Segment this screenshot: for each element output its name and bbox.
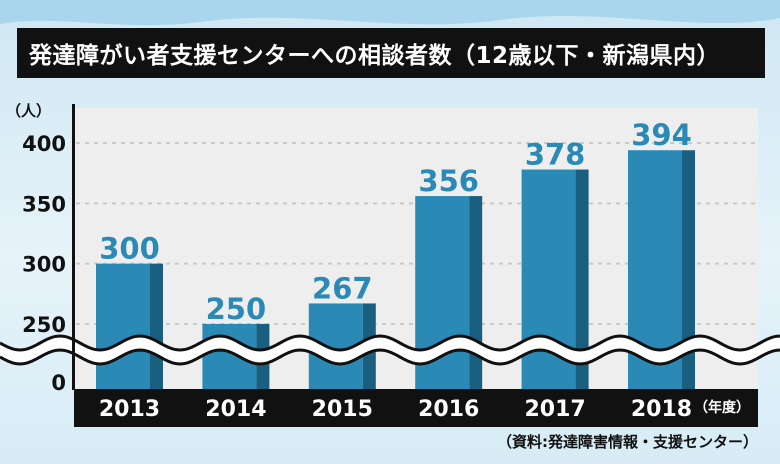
x-tick-label: 2017 (524, 397, 585, 422)
data-label: 300 (99, 232, 160, 266)
data-label: 356 (418, 164, 479, 198)
bar (96, 263, 150, 389)
axis-break-line (0, 348, 780, 366)
bar-side (682, 150, 695, 389)
y-tick-label: 400 (22, 132, 66, 156)
x-tick-label: 2015 (312, 397, 373, 422)
y-axis-ticks: 400 350 300 250 0 (22, 132, 66, 395)
axis-break-line (0, 334, 780, 352)
x-tick-label: 2016 (418, 397, 479, 422)
x-axis-unit: （年度） (694, 399, 750, 416)
background-wave (0, 0, 780, 26)
axis-break-band (0, 336, 780, 364)
data-label: 394 (631, 118, 692, 152)
bar-side (575, 169, 589, 389)
x-tick-label: 2013 (99, 397, 160, 422)
y-tick-label: 250 (22, 313, 66, 337)
data-label: 378 (525, 138, 586, 172)
y-tick-label: 350 (22, 192, 66, 216)
axis-break (0, 334, 780, 366)
source-note: （資料:発達障害情報・支援センター） (496, 433, 758, 451)
y-tick-label: 300 (22, 253, 66, 277)
data-labels: 300 250 267 356 378 394 (99, 118, 692, 326)
bar-side (150, 263, 163, 389)
y-tick-label: 0 (51, 371, 66, 395)
y-axis-line (72, 104, 75, 390)
bar-side (469, 196, 483, 389)
x-tick-label: 2014 (205, 397, 266, 422)
chart-title: 発達障がい者支援センターへの相談者数（12歳以下・新潟県内） (17, 28, 765, 78)
chart-title-text: 発達障がい者支援センターへの相談者数（12歳以下・新潟県内） (29, 43, 721, 69)
data-label: 267 (312, 271, 373, 305)
x-axis-band (74, 389, 758, 427)
y-axis-unit: （人） (6, 102, 51, 120)
data-label: 250 (206, 292, 267, 326)
x-axis-ticks: 2013 2014 2015 2016 2017 2018 (99, 397, 692, 422)
x-tick-label: 2018 (631, 397, 692, 422)
